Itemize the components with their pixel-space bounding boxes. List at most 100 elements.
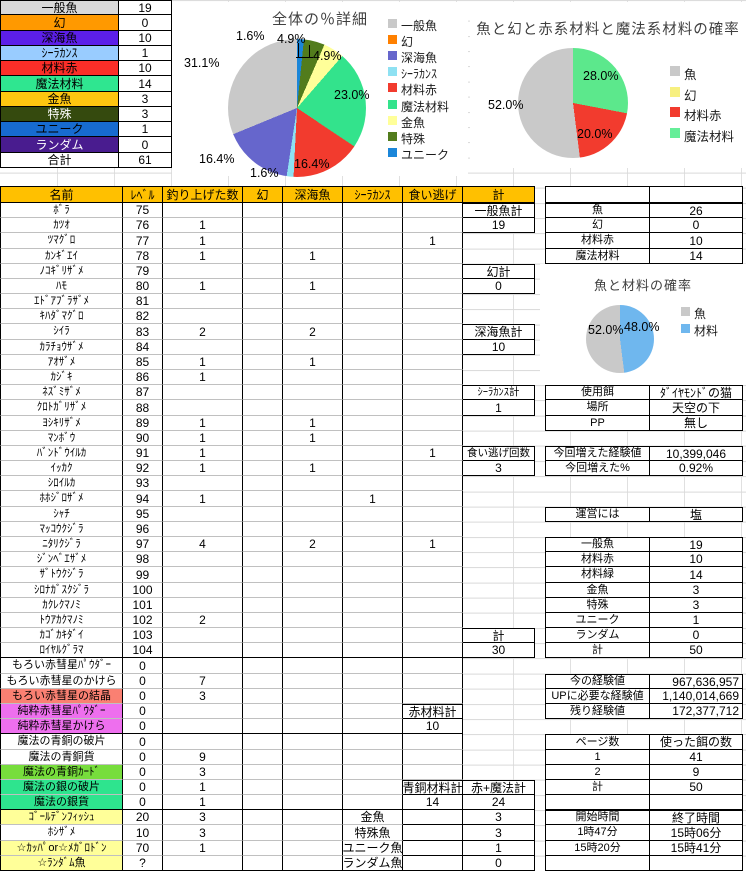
main-table-cell[interactable]	[343, 416, 403, 431]
main-table-cell[interactable]: ｷﾊﾀﾞﾏｸﾞﾛ	[0, 309, 123, 324]
main-table-header-cell[interactable]: 幻	[243, 186, 283, 203]
main-table-cell[interactable]: 赤材料計	[403, 704, 463, 719]
main-table-cell[interactable]	[283, 734, 343, 750]
main-table-cell[interactable]	[243, 355, 283, 370]
right-panel-label-cell[interactable]: 魔法材料	[545, 249, 650, 264]
main-table-cell[interactable]: 4	[163, 537, 243, 552]
right-panel-label-cell[interactable]: 一般魚	[545, 537, 650, 552]
main-table-cell[interactable]	[403, 567, 463, 583]
main-table-cell[interactable]	[243, 416, 283, 431]
main-table-cell[interactable]: ﾛｲﾔﾙｸﾞﾗﾏ	[0, 643, 123, 658]
legend-table-label[interactable]: 材料赤	[0, 61, 119, 76]
right-panel-value-cell[interactable]: 0	[650, 628, 743, 643]
right-panel-value-cell[interactable]: 0	[650, 218, 743, 233]
legend-table-value[interactable]: 3	[119, 92, 172, 107]
legend-table-value[interactable]: 0	[119, 137, 172, 153]
main-table-cell[interactable]	[163, 507, 243, 522]
main-table-cell[interactable]: ｶｺﾞｶｷﾀﾞｲ	[0, 628, 123, 643]
main-table-cell[interactable]	[403, 491, 463, 507]
right-panel-value-cell[interactable]: 0.92%	[650, 461, 743, 476]
main-table-cell[interactable]: 100	[123, 583, 163, 598]
main-table-cell[interactable]	[283, 370, 343, 385]
main-table-cell[interactable]: 1	[163, 431, 243, 446]
main-table-cell[interactable]: 金魚	[343, 810, 403, 825]
main-table-cell[interactable]: 97	[123, 537, 163, 552]
main-table-cell[interactable]	[243, 203, 283, 218]
main-table-cell[interactable]	[283, 522, 343, 537]
main-table-cell[interactable]: 14	[403, 795, 463, 810]
main-table-cell[interactable]	[283, 567, 343, 583]
main-table-cell[interactable]: 2	[163, 324, 243, 340]
main-table-cell[interactable]	[403, 385, 463, 400]
main-table-cell[interactable]	[283, 643, 343, 658]
right-panel-label-cell[interactable]: ランダム	[545, 628, 650, 643]
main-table-summary-cell[interactable]: 19	[463, 218, 535, 233]
main-table-cell[interactable]: ﾏﾝﾎﾞｳ	[0, 431, 123, 446]
main-table-cell[interactable]: 1	[163, 279, 243, 294]
main-table-cell[interactable]	[243, 370, 283, 385]
main-table-cell[interactable]: 1	[283, 431, 343, 446]
main-table-cell[interactable]: もろい赤彗星ﾊﾟｳﾀﾞｰ	[0, 658, 123, 674]
main-table-cell[interactable]	[283, 446, 343, 461]
main-table-cell[interactable]: ﾎｼｻﾞﾒ	[0, 825, 123, 841]
main-table-cell[interactable]	[403, 294, 463, 309]
main-table-cell[interactable]: 70	[123, 841, 163, 856]
main-table-summary-cell[interactable]: 一般魚計	[463, 203, 535, 218]
main-table-cell[interactable]	[243, 583, 283, 598]
main-table-cell[interactable]: ﾖｼｷﾘｻﾞﾒ	[0, 416, 123, 431]
main-table-cell[interactable]: 90	[123, 431, 163, 446]
main-table-cell[interactable]: 1	[163, 841, 243, 856]
main-table-cell[interactable]	[403, 658, 463, 674]
main-table-cell[interactable]: 92	[123, 461, 163, 476]
main-table-cell[interactable]	[243, 491, 283, 507]
main-table-cell[interactable]	[403, 324, 463, 340]
main-table-cell[interactable]	[343, 340, 403, 355]
right-panel-value-cell[interactable]: 10	[650, 552, 743, 567]
right-panel-label-cell[interactable]: 今回増えた%	[545, 461, 650, 476]
right-panel-value-cell[interactable]: 14	[650, 249, 743, 264]
right-panel-value-cell[interactable]: 1	[650, 613, 743, 628]
main-table-header-cell[interactable]: 深海魚	[283, 186, 343, 203]
main-table-summary-cell[interactable]: 3	[463, 461, 535, 476]
main-table-cell[interactable]	[163, 734, 243, 750]
main-table-cell[interactable]: ﾊﾓ	[0, 279, 123, 294]
main-table-cell[interactable]: ｼﾛﾅｶﾞｽｸｼﾞﾗ	[0, 583, 123, 598]
legend-table-value[interactable]: 1	[119, 46, 172, 61]
main-table-cell[interactable]: 2	[283, 324, 343, 340]
main-table-cell[interactable]	[343, 324, 403, 340]
main-table-cell[interactable]	[163, 294, 243, 309]
main-table-cell[interactable]: 81	[123, 294, 163, 309]
main-table-cell[interactable]: ｼﾞﾝﾍﾞｴｻﾞﾒ	[0, 552, 123, 567]
main-table-cell[interactable]: 99	[123, 567, 163, 583]
right-panel-value-cell[interactable]: 9	[650, 765, 743, 780]
main-table-cell[interactable]	[283, 750, 343, 765]
main-table-cell[interactable]	[343, 598, 403, 613]
right-panel-label-cell[interactable]: 計	[545, 643, 650, 658]
main-table-cell[interactable]	[163, 264, 243, 279]
right-panel-label-cell[interactable]: 幻	[545, 218, 650, 233]
legend-table-value[interactable]: 10	[119, 61, 172, 76]
main-table-cell[interactable]	[163, 400, 243, 416]
right-panel-label-cell[interactable]: 残り経験値	[545, 704, 650, 719]
right-panel-label-cell[interactable]: 運営には	[545, 507, 650, 522]
main-table-cell[interactable]	[283, 294, 343, 309]
main-table-cell[interactable]: 1	[343, 491, 403, 507]
main-table-cell[interactable]	[403, 218, 463, 233]
main-table-cell[interactable]	[343, 795, 403, 810]
main-table-cell[interactable]	[243, 765, 283, 780]
legend-table-label[interactable]: 金魚	[0, 92, 119, 107]
main-table-cell[interactable]	[243, 400, 283, 416]
main-table-cell[interactable]	[343, 552, 403, 567]
legend-table-label[interactable]: 幻	[0, 15, 119, 31]
main-table-cell[interactable]	[403, 765, 463, 780]
right-panel-value-cell[interactable]: 使った餌の数	[650, 734, 743, 750]
main-table-cell[interactable]	[243, 643, 283, 658]
main-table-cell[interactable]	[403, 689, 463, 704]
main-table-cell[interactable]	[403, 674, 463, 689]
main-table-cell[interactable]	[283, 689, 343, 704]
right-panel-value-cell[interactable]: 15時06分	[650, 825, 743, 841]
main-table-cell[interactable]	[163, 598, 243, 613]
main-table-cell[interactable]	[403, 552, 463, 567]
main-table-summary-cell[interactable]: 計	[463, 628, 535, 643]
main-table-summary-cell[interactable]: 深海魚計	[463, 324, 535, 340]
